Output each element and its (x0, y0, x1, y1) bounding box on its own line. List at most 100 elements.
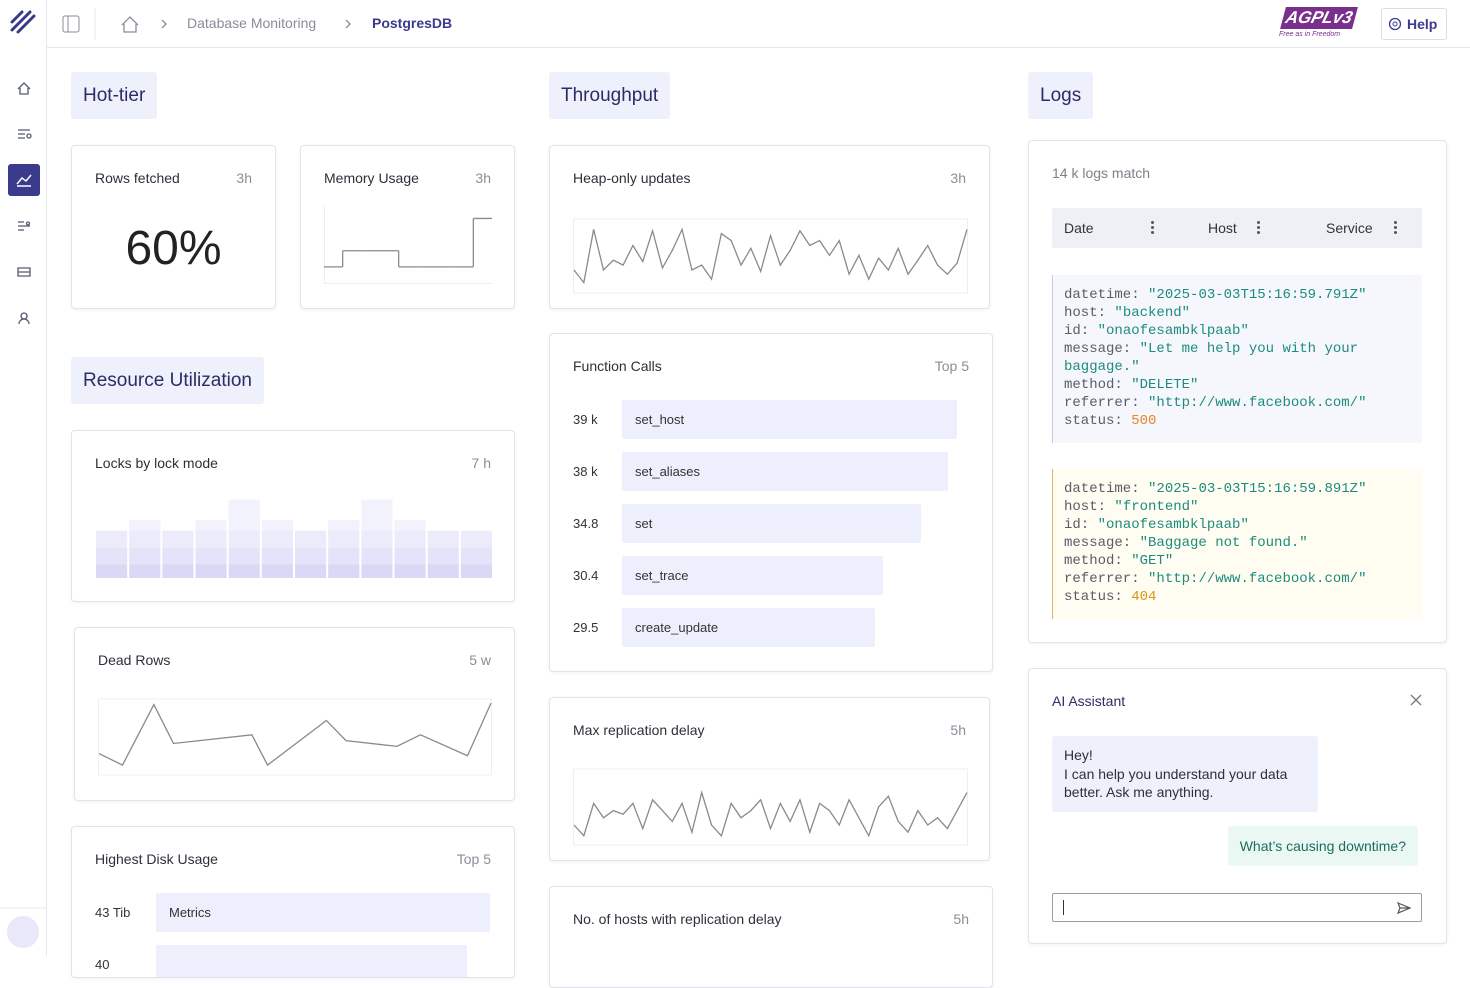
bar-segment (129, 548, 161, 565)
sidebar (0, 0, 47, 956)
bar-label: set_trace (635, 568, 689, 583)
log-key: referrer: (1064, 395, 1140, 411)
bar-segment (394, 520, 426, 531)
chat-input[interactable] (1052, 893, 1422, 922)
bar-segment (129, 520, 161, 531)
logs-card: 14 k logs match Date Host Service datetime… (1028, 140, 1447, 643)
log-field: referrer: "http://www.facebook.com/" (1064, 394, 1402, 412)
sidebar-toggle[interactable] (62, 15, 80, 33)
log-key: message: (1064, 341, 1132, 357)
logs-table-header: Date Host Service (1052, 208, 1422, 248)
card-period: 3h (236, 170, 252, 186)
card-period: 5h (950, 722, 966, 738)
log-value: "Let me help you with your baggage." (1064, 341, 1359, 375)
log-key: host: (1064, 499, 1107, 515)
log-key: referrer: (1064, 571, 1140, 587)
section-label: Logs (1028, 72, 1094, 119)
bar-segment (96, 530, 128, 549)
card-title: Max replication delay (573, 722, 705, 738)
card-period: Top 5 (456, 851, 491, 867)
bar-list: 39 k set_host 38 k set_aliases 34.8 set 30.4 se… (550, 334, 992, 671)
bar-segment (394, 548, 426, 565)
log-value: "http://www.facebook.com/" (1148, 571, 1367, 587)
nav-home[interactable] (17, 82, 31, 95)
help-button[interactable]: Help (1381, 8, 1447, 40)
column-menu[interactable] (1257, 221, 1260, 235)
bar-segment (295, 530, 327, 549)
log-value: 500 (1131, 413, 1157, 429)
step-chart (324, 206, 492, 284)
log-value: "onaofesambklpaab" (1097, 517, 1249, 533)
sidebar-icons (0, 10, 46, 948)
column-menu[interactable] (1394, 221, 1397, 235)
log-field: datetime: "2025-03-03T15:16:59.791Z" (1064, 286, 1402, 304)
log-field: method: "DELETE" (1064, 376, 1402, 394)
nav-user[interactable] (18, 312, 30, 325)
log-entry: datetime: "2025-03-03T15:16:59.791Z" host… (1052, 275, 1422, 443)
value-label: 39 k (573, 412, 598, 427)
bar-label: set_aliases (635, 464, 701, 479)
log-field: status: 500 (1064, 412, 1402, 430)
column-header: Date (1064, 220, 1094, 236)
log-value: "DELETE" (1131, 377, 1199, 393)
help-icon (1388, 17, 1402, 31)
close-button[interactable] (1410, 694, 1422, 706)
chart-card: Function Calls Top 5 39 k set_host 38 k set… (549, 333, 993, 672)
topbar-icons (62, 8, 167, 40)
bar-segment (195, 548, 227, 565)
nav-settings[interactable] (18, 221, 31, 231)
log-entries: datetime: "2025-03-03T15:16:59.791Z" host… (1052, 275, 1422, 642)
section-label: Hot-tier (71, 72, 158, 119)
log-value: "http://www.facebook.com/" (1148, 395, 1367, 411)
log-value: "GET" (1131, 553, 1174, 569)
column-header: Host (1208, 220, 1237, 236)
bar-segment (228, 530, 260, 549)
home-icon[interactable] (121, 16, 139, 33)
bar-label: Metrics (169, 905, 211, 920)
section-label: Throughput (549, 72, 671, 119)
chart-card: Memory Usage 3h (300, 145, 515, 309)
log-entry: datetime: "2025-03-03T15:16:59.891Z" host… (1052, 469, 1422, 619)
series-line (573, 790, 968, 838)
log-value: "backend" (1114, 305, 1191, 321)
card-title: Highest Disk Usage (95, 851, 218, 867)
nav-search[interactable] (18, 129, 32, 139)
assistant-card: AI Assistant Hey! I can help you understa… (1028, 668, 1447, 944)
log-value: "Baggage not found." (1139, 535, 1308, 551)
bar-segment (129, 564, 161, 578)
user-message: What’s causing downtime? (1227, 826, 1418, 866)
plot-frame (573, 768, 968, 846)
menu-dot (1151, 221, 1154, 224)
card-title: Locks by lock mode (95, 455, 218, 471)
card-period: 3h (475, 170, 491, 186)
log-field: referrer: "http://www.facebook.com/" (1064, 570, 1402, 588)
menu-dot (1257, 221, 1260, 224)
logs-count: 14 k logs match (1052, 165, 1151, 181)
bar-segment (295, 564, 327, 578)
card-period: 5 w (469, 652, 491, 668)
nav-storage[interactable] (17, 267, 31, 277)
bar-segment (361, 530, 393, 549)
value-label: 30.4 (573, 568, 599, 583)
log-key: method: (1064, 553, 1123, 569)
column-menu[interactable] (1151, 221, 1154, 235)
send-button[interactable] (1397, 901, 1411, 915)
log-key: method: (1064, 377, 1123, 393)
value-label: 38 k (573, 464, 598, 479)
bar-label: set_host (635, 412, 685, 427)
bar-segment (195, 520, 227, 531)
line-chart (573, 768, 968, 846)
log-field: id: "onaofesambklpaab" (1064, 322, 1402, 340)
message-line: Hey! (1064, 747, 1093, 763)
bar-label: set (635, 516, 653, 531)
log-field: datetime: "2025-03-03T15:16:59.891Z" (1064, 480, 1402, 498)
stacked-bar-chart (96, 499, 492, 578)
line-chart (98, 698, 492, 776)
avatar[interactable] (7, 916, 39, 948)
bar-segment (394, 530, 426, 549)
bar-segment (129, 530, 161, 549)
menu-dot (1394, 226, 1397, 229)
value-label: 43 Tib (95, 905, 131, 920)
card-title: Dead Rows (98, 652, 171, 668)
breadcrumb[interactable]: Database Monitoring (187, 15, 317, 31)
